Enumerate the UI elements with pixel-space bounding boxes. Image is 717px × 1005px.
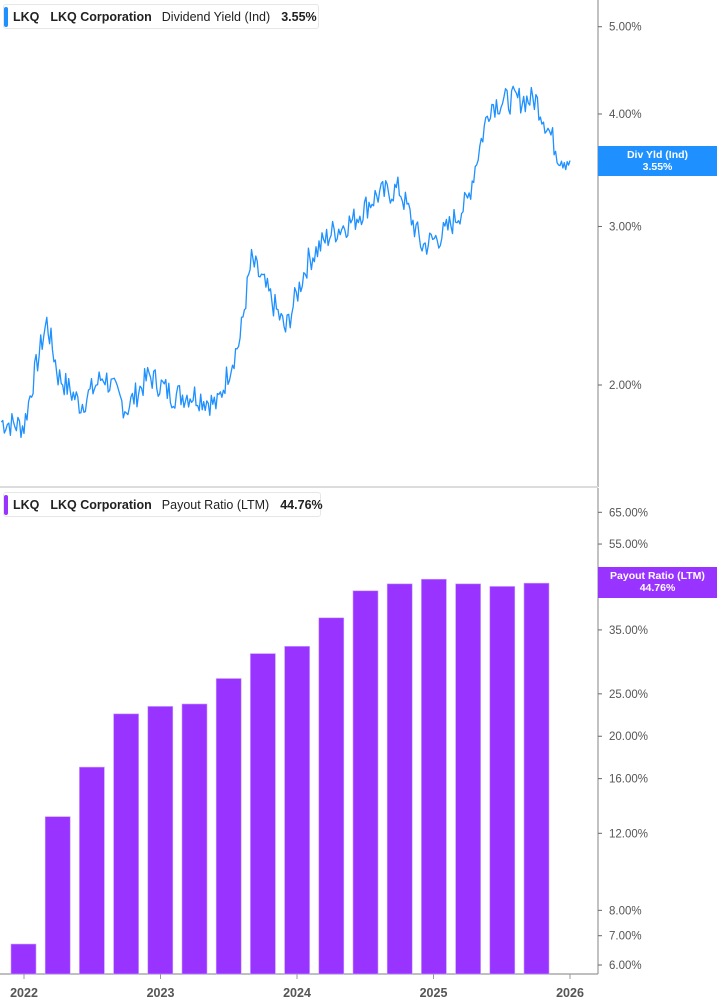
x-tick-label: 2023 xyxy=(147,986,175,1000)
payout-ratio-bars xyxy=(10,578,550,975)
legend-value: 3.55% xyxy=(281,9,317,24)
y-tick-label: 6.00% xyxy=(609,960,642,972)
y-tick-label: 7.00% xyxy=(609,931,642,943)
payout-bar[interactable] xyxy=(421,578,447,975)
payout-bar[interactable] xyxy=(44,816,71,975)
dividend-yield-line[interactable] xyxy=(0,85,571,439)
y-tick-label: 8.00% xyxy=(609,905,642,917)
y-tick-label: 65.00% xyxy=(609,507,648,519)
payout-ratio-panel: 65.00% 55.00% 35.00% 25.00% 20.00% 16.00% 12.0… xyxy=(0,488,717,1005)
payout-ratio-chart[interactable]: 65.00% 55.00% 35.00% 25.00% 20.00% 16.00% 12.0… xyxy=(0,488,717,1005)
legend-metric: Dividend Yield (Ind) xyxy=(161,9,271,24)
y-tick-label: 4.00% xyxy=(609,109,642,121)
y-tick-label: 35.00% xyxy=(609,625,648,637)
dividend-yield-panel: 2.00% 3.00% 4.00% 5.00% LKQ LKQ Corporation… xyxy=(0,0,717,487)
y-tick-label: 55.00% xyxy=(609,539,648,551)
y-tick-label: 5.00% xyxy=(609,22,642,34)
legend-ticker: LKQ xyxy=(13,497,40,512)
payout-bar[interactable] xyxy=(489,586,516,975)
payout-bar[interactable] xyxy=(10,943,37,975)
payout-bar[interactable] xyxy=(215,678,242,975)
payout-bar[interactable] xyxy=(113,713,139,975)
payout-bar[interactable] xyxy=(352,590,379,975)
y-tick-label: 3.00% xyxy=(609,221,642,233)
x-tick-label: 2025 xyxy=(420,986,448,1000)
price-tag-value: 3.55% xyxy=(642,161,673,173)
payout-bar[interactable] xyxy=(147,706,174,975)
payout-bar[interactable] xyxy=(386,583,413,975)
legend-metric: Payout Ratio (LTM) xyxy=(161,497,270,512)
y-axis-ticks: 2.00% 3.00% 4.00% 5.00% xyxy=(598,22,642,392)
payout-bar[interactable] xyxy=(250,653,276,975)
y-tick-label: 2.00% xyxy=(609,380,642,392)
series-color-swatch xyxy=(4,495,8,515)
y-axis-ticks: 65.00% 55.00% 35.00% 25.00% 20.00% 16.00% 12.0… xyxy=(598,507,648,972)
dividend-yield-chart[interactable]: 2.00% 3.00% 4.00% 5.00% xyxy=(0,0,717,487)
x-tick-label: 2026 xyxy=(556,986,584,1000)
series-color-swatch xyxy=(4,7,8,27)
payout-bar[interactable] xyxy=(79,766,105,975)
x-axis-ticks: 2022 2023 2024 2025 2026 xyxy=(10,974,584,1000)
y-tick-label: 12.00% xyxy=(609,828,648,840)
legend-company: LKQ Corporation xyxy=(50,9,152,24)
y-tick-label: 25.00% xyxy=(609,689,648,701)
payout-bar[interactable] xyxy=(455,583,481,975)
payout-bar[interactable] xyxy=(284,646,310,975)
legend-value: 44.76% xyxy=(280,497,323,512)
x-tick-label: 2022 xyxy=(10,986,38,1000)
dividend-yield-legend[interactable]: LKQ LKQ Corporation Dividend Yield (Ind)… xyxy=(3,4,319,29)
price-tag-label: Div Yld (Ind) xyxy=(626,149,689,161)
payout-ratio-price-tag: Payout Ratio (LTM) 44.76% xyxy=(598,567,717,598)
legend-company: LKQ Corporation xyxy=(50,497,152,512)
y-tick-label: 16.00% xyxy=(609,774,648,786)
panel-separator[interactable] xyxy=(0,486,598,488)
payout-bar[interactable] xyxy=(181,703,208,975)
dividend-yield-price-tag: Div Yld (Ind) 3.55% xyxy=(598,146,717,176)
price-tag-label: Payout Ratio (LTM) xyxy=(610,570,705,582)
legend-ticker: LKQ xyxy=(13,9,40,24)
payout-ratio-legend[interactable]: LKQ LKQ Corporation Payout Ratio (LTM) 4… xyxy=(3,492,323,517)
payout-bar[interactable] xyxy=(523,582,550,975)
x-tick-label: 2024 xyxy=(283,986,311,1000)
price-tag-value: 44.76% xyxy=(639,582,676,594)
payout-bar[interactable] xyxy=(318,617,345,975)
y-tick-label: 20.00% xyxy=(609,731,648,743)
